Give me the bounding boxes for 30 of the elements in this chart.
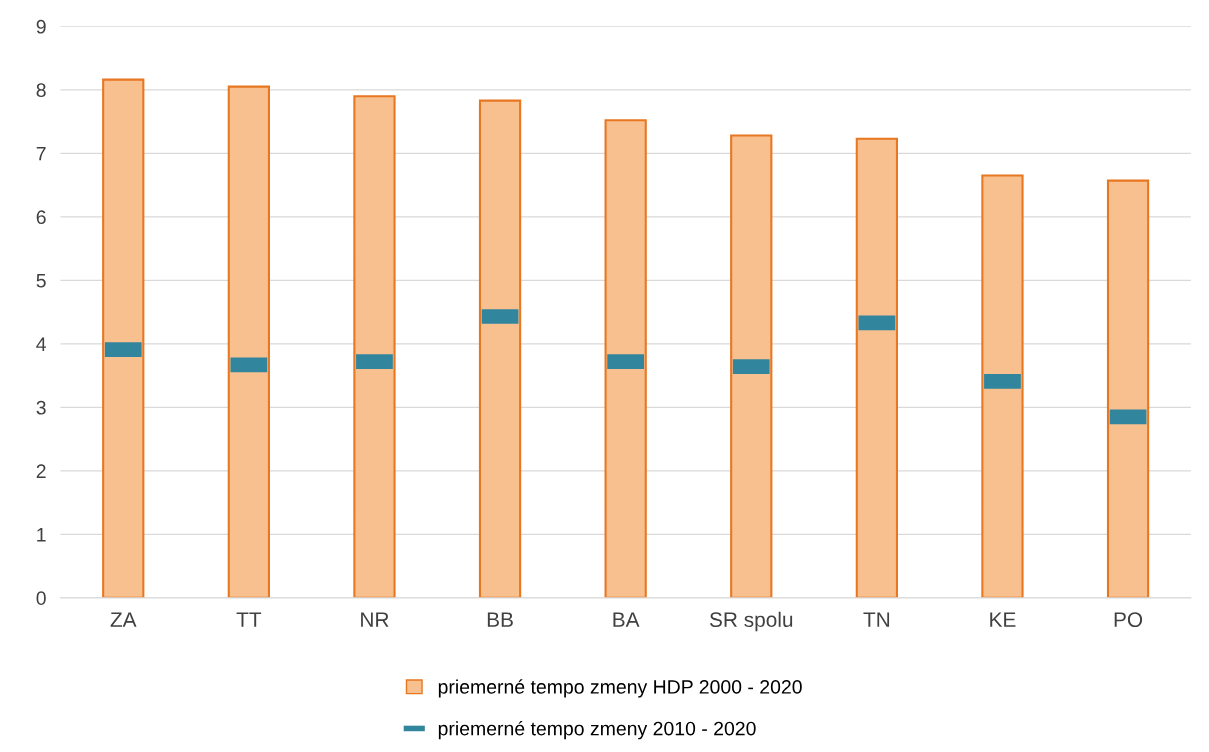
y-tick-label: 4 [36,337,46,351]
y-tick-label: 3 [36,400,46,415]
x-tick-label: NR [361,612,389,627]
x-tick-label: KE [990,612,1016,627]
y-tick-label: 8 [36,83,46,98]
bar [478,99,522,598]
bar [730,134,773,598]
bar [981,174,1024,598]
x-tick-label: BB [487,612,513,627]
y-tick-label: 6 [36,210,46,225]
bar [353,95,396,598]
bar [604,119,647,598]
x-tick-label: TT [236,612,262,627]
x-tick-label: TN [863,612,890,627]
bar [855,137,898,598]
bar [1106,179,1150,598]
y-tick-label: 2 [36,464,46,478]
bar [227,85,270,598]
y-tick-label: 7 [36,146,46,161]
legend-label: priemerné tempo zmeny 2010 - 2020 [438,720,756,740]
y-tick-label: 0 [36,591,46,606]
x-tick-label: PO [1114,612,1143,628]
x-tick-label: BA [613,612,640,627]
x-tick-label: SR spolu [709,611,793,632]
y-tick-label: 5 [36,274,46,288]
y-tick-label: 1 [37,528,46,542]
legend-label: priemerné tempo zmeny HDP 2000 - 2020 [438,679,802,698]
y-tick-label: 9 [36,19,46,34]
x-tick-label: ZA [110,612,137,627]
bar [102,78,145,598]
